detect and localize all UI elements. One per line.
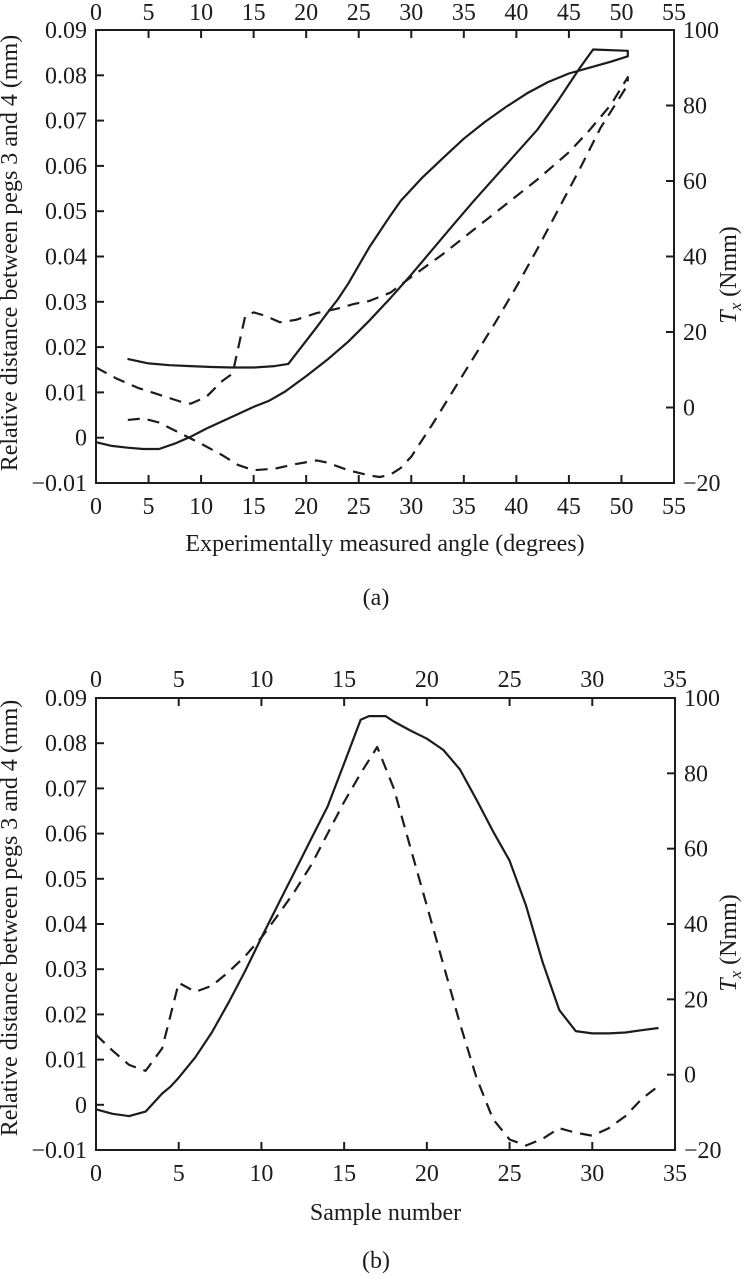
x-tick-label-top: 5 — [143, 0, 155, 26]
plot-border — [95, 29, 675, 484]
x-tick-label-bottom: 25 — [347, 494, 371, 520]
x-tick-label-bottom: 40 — [504, 494, 528, 520]
y-left-tick-label: 0.04 — [45, 245, 87, 271]
y-right-tick-label: 40 — [684, 912, 708, 938]
x-tick-label-bottom: 5 — [173, 1161, 185, 1187]
y-left-tick-label: 0.02 — [45, 335, 87, 361]
y-left-tick-label: 0.04 — [45, 912, 87, 938]
y-left-tick-label: 0.01 — [45, 380, 87, 406]
x-tick-label-top: 10 — [189, 0, 213, 26]
y-right-axis-title: Tx (Nmm) — [716, 894, 745, 992]
x-tick-label-top: 45 — [557, 0, 581, 26]
y-right-tick-label: 100 — [683, 18, 719, 44]
x-tick-label-bottom: 10 — [249, 1161, 273, 1187]
x-axis-title: Experimentally measured angle (degrees) — [185, 531, 584, 557]
series-torque-tx — [95, 76, 629, 479]
y-right-tick-label: 0 — [684, 1063, 696, 1089]
chart-a: 0055101015152020252530303535404045455050… — [0, 0, 745, 557]
x-tick-label-bottom: 15 — [332, 1161, 356, 1187]
x-tick-label-top: 50 — [609, 0, 633, 26]
x-tick-label-bottom: 45 — [557, 494, 581, 520]
y-left-tick-label: −0.01 — [31, 1138, 87, 1164]
x-tick-label-top: 55 — [662, 0, 686, 26]
y-left-axis-title: Relative distance between pegs 3 and 4 (… — [0, 700, 23, 1137]
x-tick-label-top: 0 — [90, 667, 102, 693]
y-left-tick-label: 0.06 — [45, 822, 87, 848]
y-left-tick-label: 0.09 — [45, 18, 87, 44]
x-tick-label-bottom: 30 — [580, 1161, 604, 1187]
x-tick-label-top: 25 — [347, 0, 371, 26]
x-tick-label-bottom: 0 — [90, 1161, 102, 1187]
series-peg-distance — [95, 714, 659, 1118]
x-tick-label-bottom: 20 — [294, 494, 318, 520]
y-left-tick-label: 0.08 — [45, 63, 87, 89]
chart-b: 0 0 5 5 10 10 15 15 20 20 25 25 30 30 35 35 0.09 0.08 0.07… — [0, 667, 745, 1226]
x-tick-label-top: 20 — [294, 0, 318, 26]
y-left-axis-title: Relative distance between pegs 3 and 4 (… — [0, 35, 23, 472]
x-tick-label-top: 20 — [415, 667, 439, 693]
y-left-tick-label: 0.07 — [45, 776, 87, 802]
y-left-tick-label: −0.01 — [31, 471, 87, 497]
y-left-tick-label: 0.08 — [45, 731, 87, 757]
x-tick-label-top: 5 — [173, 667, 185, 693]
y-left-tick-label: 0.06 — [45, 154, 87, 180]
y-right-tick-label: 100 — [684, 686, 720, 712]
y-right-tick-label: 80 — [683, 94, 707, 120]
y-right-tick-label: 60 — [684, 837, 708, 863]
caption-b: (b) — [362, 1248, 390, 1274]
caption-a: (a) — [362, 585, 390, 611]
x-tick-label-top: 25 — [498, 667, 522, 693]
x-tick-label-top: 40 — [504, 0, 528, 26]
y-left-tick-label: 0.05 — [45, 199, 87, 225]
y-left-tick-label: 0.05 — [45, 867, 87, 893]
x-tick-label-bottom: 5 — [143, 494, 155, 520]
y-right-axis-title: Tx (Nmm) — [716, 226, 745, 324]
x-tick-label-bottom: 50 — [609, 494, 633, 520]
x-tick-label-bottom: 15 — [242, 494, 266, 520]
x-tick-label-top: 10 — [249, 667, 273, 693]
series-torque-tx — [95, 745, 660, 1147]
x-tick-label-bottom: 30 — [399, 494, 423, 520]
y-left-tick-label: 0.01 — [45, 1048, 87, 1074]
y-left-tick-label: 0.03 — [45, 957, 87, 983]
x-tick-label-top: 15 — [242, 0, 266, 26]
y-left-tick-label: 0 — [75, 1093, 87, 1119]
x-tick-label-bottom: 35 — [663, 1161, 687, 1187]
y-right-tick-label: 20 — [684, 987, 708, 1013]
y-right-tick-label: 0 — [683, 396, 695, 422]
series-peg-distance — [95, 48, 629, 451]
y-right-tick-label: 80 — [684, 761, 708, 787]
x-tick-label-bottom: 25 — [498, 1161, 522, 1187]
y-right-tick-label: 40 — [683, 245, 707, 271]
y-right-tick-label: −20 — [684, 1138, 722, 1164]
x-tick-label-bottom: 35 — [452, 494, 476, 520]
y-right-tick-label: 60 — [683, 169, 707, 195]
y-left-tick-label: 0.03 — [45, 290, 87, 316]
y-left-tick-label: 0.09 — [45, 686, 87, 712]
x-axis-title: Sample number — [310, 1200, 461, 1226]
x-tick-label-top: 15 — [332, 667, 356, 693]
y-left-tick-label: 0.07 — [45, 109, 87, 135]
x-tick-label-top: 30 — [399, 0, 423, 26]
x-tick-label-bottom: 0 — [90, 494, 102, 520]
x-tick-label-top: 35 — [452, 0, 476, 26]
x-tick-label-top: 35 — [663, 667, 687, 693]
x-tick-label-top: 0 — [90, 0, 102, 26]
y-left-tick-label: 0.02 — [45, 1002, 87, 1028]
x-tick-label-top: 30 — [580, 667, 604, 693]
x-tick-label-bottom: 10 — [189, 494, 213, 520]
x-tick-label-bottom: 55 — [662, 494, 686, 520]
y-right-tick-label: −20 — [683, 471, 721, 497]
y-right-tick-label: 20 — [683, 320, 707, 346]
x-tick-label-bottom: 20 — [415, 1161, 439, 1187]
y-left-tick-label: 0 — [75, 426, 87, 452]
